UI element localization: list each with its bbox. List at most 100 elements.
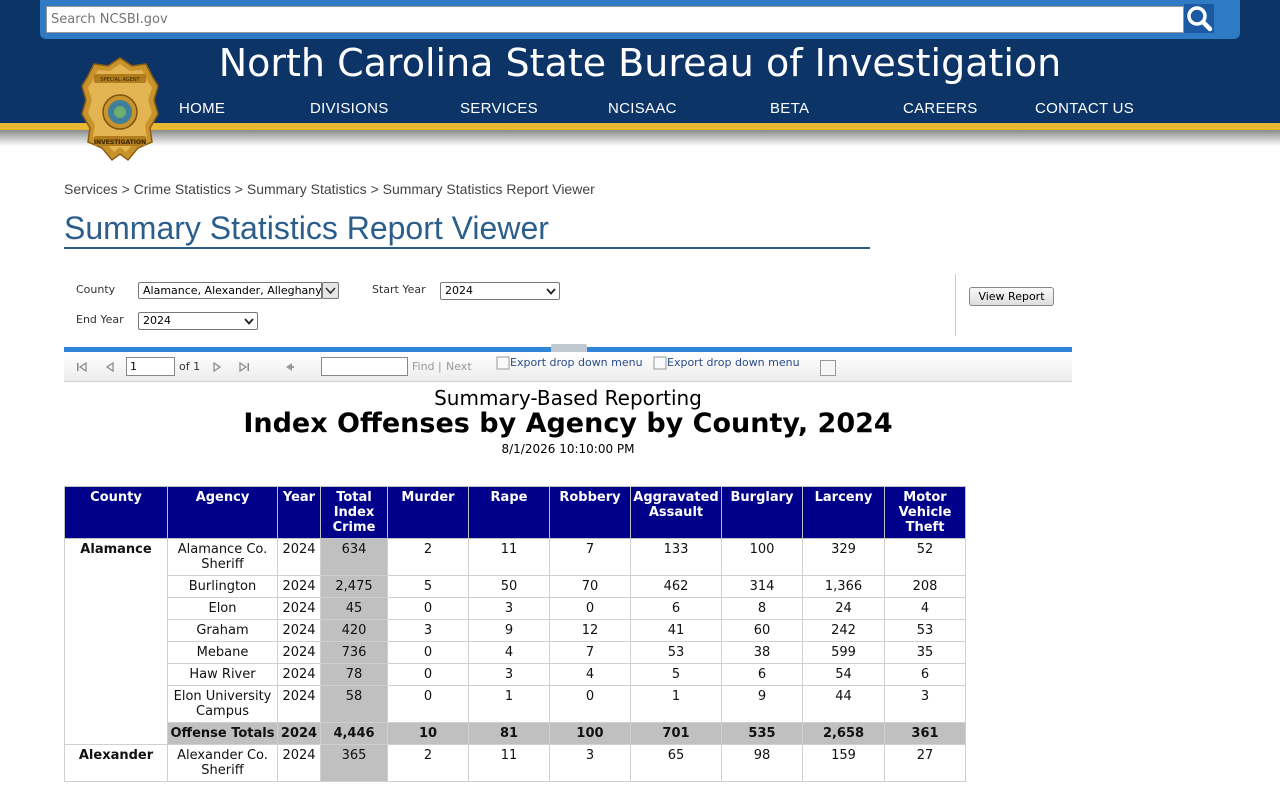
table-cell: 52 bbox=[884, 538, 966, 576]
table-cell: 78 bbox=[320, 663, 388, 686]
back-icon[interactable] bbox=[283, 361, 295, 373]
table-cell: 27 bbox=[884, 744, 966, 782]
table-cell: 208 bbox=[884, 575, 966, 598]
nav-beta[interactable]: BETA bbox=[770, 100, 810, 117]
search-input[interactable] bbox=[46, 6, 1184, 33]
table-cell: 314 bbox=[721, 575, 803, 598]
table-row: Mebane 2024 736 0 4 7 53 38 599 35 bbox=[65, 641, 966, 664]
county-cell: Alexander bbox=[64, 744, 168, 782]
header-shadow bbox=[0, 130, 1280, 146]
table-row: Haw River 2024 78 0 3 4 5 6 54 6 bbox=[65, 663, 966, 686]
county-select-value: Alamance, Alexander, Alleghany bbox=[143, 284, 322, 297]
find-input[interactable] bbox=[321, 357, 408, 376]
search-icon bbox=[1187, 6, 1213, 32]
county-cell: Alamance bbox=[64, 538, 168, 745]
offenses-table: County Agency Year Total Index Crime Mur… bbox=[64, 486, 966, 782]
total-cell: 2,658 bbox=[802, 722, 885, 745]
table-cell: 0 bbox=[387, 641, 469, 664]
table-cell: 9 bbox=[468, 619, 550, 642]
table-row: Alamance Alamance Co. Sheriff 2024 634 2 11 7 1… bbox=[64, 538, 966, 745]
report-toolbar bbox=[64, 352, 1072, 382]
export-menu-button[interactable]: Export drop down menu bbox=[496, 356, 643, 370]
total-cell: 4,446 bbox=[320, 722, 388, 745]
next-page-icon[interactable] bbox=[211, 361, 223, 373]
page-number-input[interactable] bbox=[126, 357, 175, 376]
table-cell: 44 bbox=[802, 685, 885, 723]
chevron-down-icon bbox=[546, 288, 556, 295]
table-cell: 53 bbox=[630, 641, 722, 664]
total-cell: 81 bbox=[468, 722, 550, 745]
start-year-select[interactable]: 2024 bbox=[440, 282, 560, 300]
table-cell: 2 bbox=[387, 538, 469, 576]
badge-top-text: SPECIAL AGENT bbox=[100, 77, 140, 83]
table-cell: 133 bbox=[630, 538, 722, 576]
nav-divisions[interactable]: DIVISIONS bbox=[310, 100, 389, 117]
table-cell: 2,475 bbox=[320, 575, 388, 598]
breadcrumb-separator: > bbox=[234, 181, 243, 197]
table-cell: 58 bbox=[320, 685, 388, 723]
table-cell: 70 bbox=[549, 575, 631, 598]
print-icon[interactable] bbox=[820, 360, 836, 376]
table-cell: 100 bbox=[721, 538, 803, 576]
end-year-select[interactable]: 2024 bbox=[138, 312, 258, 330]
table-cell: 365 bbox=[320, 744, 388, 782]
report-subtitle: Summary-Based Reporting bbox=[434, 386, 702, 410]
table-row: Elon 2024 45 0 3 0 6 8 24 4 bbox=[65, 597, 966, 620]
table-cell: 4 bbox=[468, 641, 550, 664]
total-cell: 100 bbox=[549, 722, 631, 745]
first-page-icon[interactable] bbox=[76, 361, 88, 373]
agency-cell: Alexander Co. Sheriff bbox=[167, 744, 278, 782]
nav-home[interactable]: HOME bbox=[179, 100, 226, 117]
view-report-button[interactable]: View Report bbox=[969, 287, 1054, 306]
table-header-row: County Agency Year Total Index Crime Mur… bbox=[64, 486, 966, 539]
table-cell: 634 bbox=[320, 538, 388, 576]
previous-page-icon[interactable] bbox=[104, 361, 116, 373]
agency-cell: Elon University Campus bbox=[167, 685, 278, 723]
nav-services[interactable]: SERVICES bbox=[460, 100, 538, 117]
county-dropdown-button[interactable] bbox=[322, 282, 339, 299]
table-cell: 2024 bbox=[277, 538, 321, 576]
collapse-parameters-button[interactable] bbox=[551, 344, 587, 358]
start-year-label: Start Year bbox=[372, 283, 426, 296]
total-cell: 10 bbox=[387, 722, 469, 745]
table-cell: 6 bbox=[884, 663, 966, 686]
nav-contact-us[interactable]: CONTACT US bbox=[1035, 100, 1135, 117]
breadcrumb-services[interactable]: Services bbox=[64, 181, 118, 197]
county-label: County bbox=[76, 283, 116, 296]
table-cell: 2024 bbox=[277, 575, 321, 598]
table-cell: 0 bbox=[549, 685, 631, 723]
export-menu-alt-text: Export drop down menu bbox=[667, 356, 800, 369]
end-year-label: End Year bbox=[76, 313, 124, 326]
page-count: of 1 bbox=[179, 360, 201, 373]
breadcrumb-separator: > bbox=[370, 181, 379, 197]
column-header: Robbery bbox=[549, 486, 631, 539]
breadcrumb-crime-statistics[interactable]: Crime Statistics bbox=[133, 181, 231, 197]
find-next-link[interactable]: Next bbox=[446, 360, 472, 373]
find-separator: | bbox=[438, 360, 442, 373]
county-select[interactable]: Alamance, Alexander, Alleghany bbox=[138, 282, 322, 299]
table-cell: 736 bbox=[320, 641, 388, 664]
total-cell: 361 bbox=[884, 722, 966, 745]
agency-cell: Graham bbox=[167, 619, 278, 642]
table-cell: 9 bbox=[721, 685, 803, 723]
total-cell: 701 bbox=[630, 722, 722, 745]
total-cell: 535 bbox=[721, 722, 803, 745]
search-button[interactable] bbox=[1184, 4, 1214, 33]
table-cell: 12 bbox=[549, 619, 631, 642]
table-cell: 6 bbox=[721, 663, 803, 686]
chevron-down-icon bbox=[325, 287, 336, 295]
last-page-icon[interactable] bbox=[238, 361, 250, 373]
export-menu-button-2[interactable]: Export drop down menu bbox=[653, 356, 800, 370]
table-row: Elon University Campus 2024 58 0 1 0 1 9 44 3 bbox=[65, 685, 966, 723]
totals-row: Offense Totals 2024 4,446 10 81 100 701 535 2,65… bbox=[65, 722, 966, 745]
nav-careers[interactable]: CAREERS bbox=[903, 100, 978, 117]
table-cell: 599 bbox=[802, 641, 885, 664]
parameter-separator bbox=[955, 274, 956, 336]
start-year-value: 2024 bbox=[445, 284, 473, 297]
table-cell: 0 bbox=[387, 663, 469, 686]
agency-cell: Haw River bbox=[167, 663, 278, 686]
column-header: Motor Vehicle Theft bbox=[884, 486, 966, 539]
breadcrumb-summary-statistics[interactable]: Summary Statistics bbox=[246, 181, 367, 197]
find-link[interactable]: Find bbox=[412, 360, 435, 373]
nav-ncisaac[interactable]: NCISAAC bbox=[608, 100, 677, 117]
